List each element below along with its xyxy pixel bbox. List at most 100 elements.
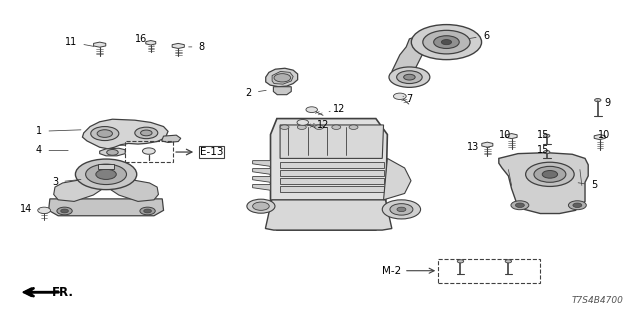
Circle shape (534, 166, 566, 182)
Text: 15: 15 (538, 146, 550, 156)
Circle shape (315, 125, 323, 129)
Circle shape (389, 67, 430, 87)
Circle shape (511, 201, 529, 210)
Circle shape (542, 171, 557, 178)
Polygon shape (172, 44, 184, 49)
Circle shape (140, 207, 156, 215)
Circle shape (247, 199, 275, 213)
Circle shape (135, 127, 158, 139)
Circle shape (76, 159, 137, 190)
Polygon shape (280, 162, 383, 168)
Polygon shape (499, 153, 588, 213)
Circle shape (253, 202, 269, 210)
Circle shape (96, 169, 116, 180)
Polygon shape (280, 186, 383, 192)
Text: 9: 9 (597, 98, 611, 108)
Circle shape (57, 207, 72, 215)
Text: 16: 16 (135, 34, 154, 45)
Circle shape (107, 149, 118, 155)
Circle shape (390, 204, 413, 215)
Text: M-2: M-2 (382, 266, 434, 276)
Polygon shape (272, 71, 293, 84)
Text: 11: 11 (65, 37, 93, 47)
Circle shape (505, 260, 511, 263)
Circle shape (543, 134, 550, 137)
Circle shape (349, 125, 358, 129)
Circle shape (394, 93, 406, 100)
Text: 14: 14 (20, 204, 40, 214)
Polygon shape (280, 178, 383, 184)
Circle shape (543, 150, 550, 154)
Circle shape (86, 164, 127, 185)
Polygon shape (266, 200, 392, 230)
Polygon shape (146, 41, 156, 45)
Polygon shape (99, 164, 114, 169)
Polygon shape (506, 133, 517, 139)
Circle shape (143, 148, 156, 154)
Text: 12: 12 (329, 104, 346, 114)
Polygon shape (383, 158, 411, 200)
Circle shape (404, 74, 415, 80)
Polygon shape (273, 87, 291, 95)
Polygon shape (594, 134, 605, 140)
Circle shape (38, 207, 51, 213)
Text: 4: 4 (36, 146, 68, 156)
Circle shape (97, 130, 113, 137)
Circle shape (298, 125, 307, 129)
Circle shape (595, 99, 601, 102)
Circle shape (144, 209, 152, 213)
Circle shape (412, 25, 481, 60)
Polygon shape (266, 68, 298, 87)
Polygon shape (54, 179, 103, 201)
Text: T7S4B4700: T7S4B4700 (572, 296, 623, 305)
Circle shape (397, 71, 422, 84)
Text: FR.: FR. (52, 286, 74, 299)
Circle shape (397, 207, 406, 212)
Polygon shape (271, 119, 387, 230)
Text: 3: 3 (52, 177, 81, 187)
Polygon shape (162, 135, 180, 142)
Polygon shape (253, 169, 271, 174)
Polygon shape (482, 142, 493, 147)
Circle shape (423, 30, 470, 54)
Text: 13: 13 (467, 142, 490, 152)
Text: 10: 10 (598, 130, 611, 140)
Circle shape (61, 209, 68, 213)
Circle shape (434, 36, 460, 49)
Text: E-13: E-13 (200, 147, 223, 157)
Circle shape (568, 201, 586, 210)
Text: 2: 2 (245, 88, 266, 98)
Polygon shape (93, 42, 106, 47)
Circle shape (515, 203, 524, 207)
Circle shape (382, 200, 420, 219)
Circle shape (442, 40, 452, 45)
Circle shape (332, 125, 340, 129)
Circle shape (280, 125, 289, 129)
Circle shape (141, 130, 152, 136)
Polygon shape (280, 125, 383, 158)
Polygon shape (253, 177, 271, 182)
Text: 15: 15 (538, 130, 550, 140)
Circle shape (297, 120, 308, 125)
Circle shape (458, 260, 464, 263)
Circle shape (274, 74, 291, 82)
Text: 8: 8 (189, 42, 205, 52)
Polygon shape (280, 170, 383, 176)
Text: 7: 7 (403, 94, 413, 104)
Polygon shape (253, 185, 271, 190)
Circle shape (525, 162, 574, 187)
Circle shape (306, 107, 317, 113)
Text: 12: 12 (314, 120, 330, 130)
Polygon shape (49, 199, 164, 216)
Polygon shape (392, 35, 478, 83)
Text: 5: 5 (578, 180, 598, 190)
Text: 6: 6 (470, 31, 489, 41)
Circle shape (573, 203, 582, 207)
Polygon shape (109, 179, 159, 201)
Text: 10: 10 (499, 130, 511, 140)
Polygon shape (253, 161, 271, 166)
Circle shape (91, 126, 119, 140)
Polygon shape (83, 119, 168, 149)
Polygon shape (100, 148, 125, 156)
Text: 1: 1 (36, 126, 81, 136)
